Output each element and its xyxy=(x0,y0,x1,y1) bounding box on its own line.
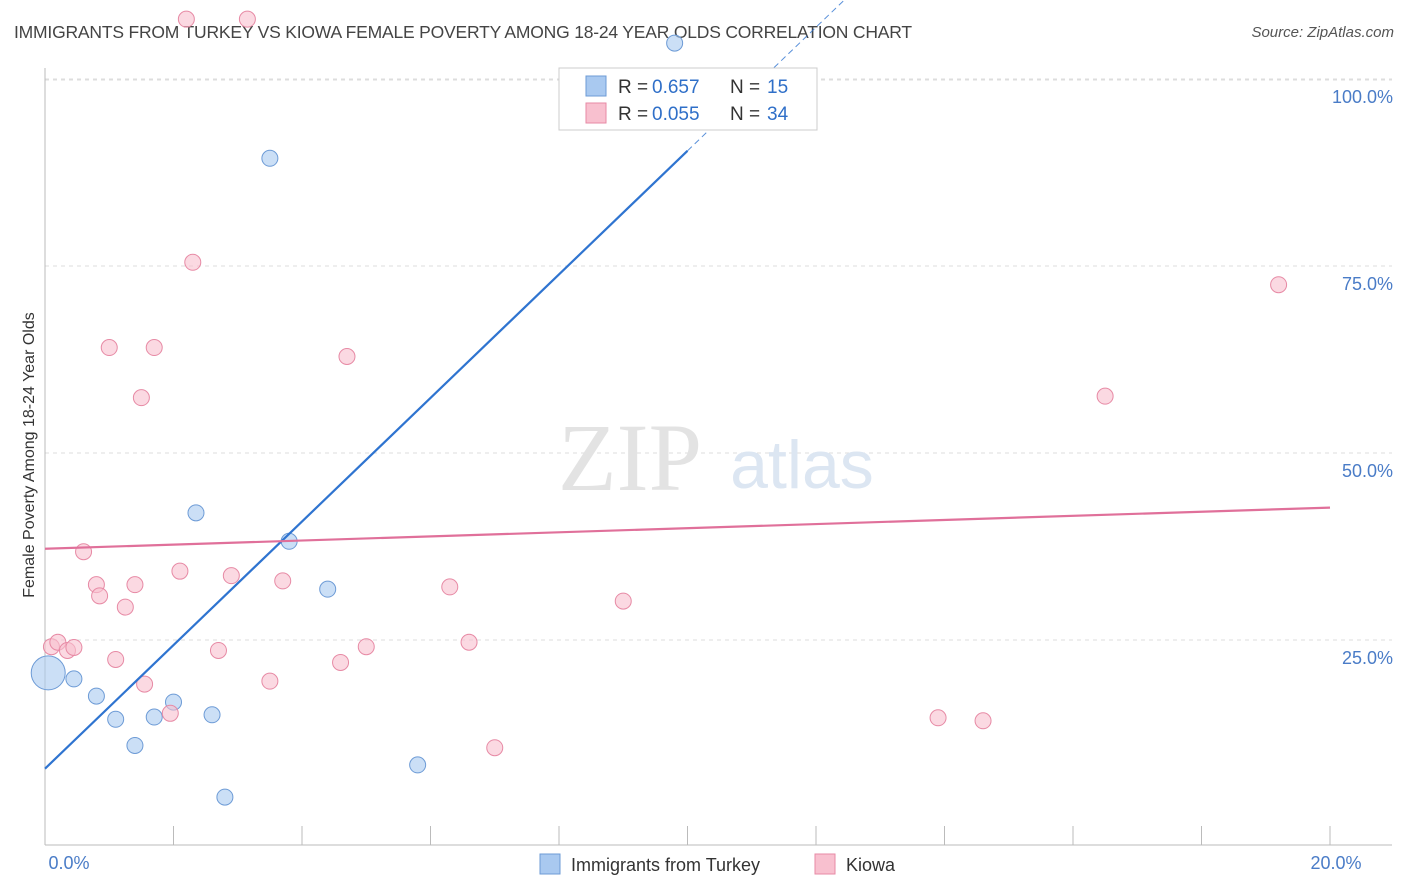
kiowa-point xyxy=(184,253,202,271)
turkey-point xyxy=(87,687,105,705)
kiowa-point xyxy=(136,675,154,693)
kiowa-point xyxy=(65,638,83,656)
x-tick-label: 0.0% xyxy=(48,853,89,873)
legend-n-label: N = xyxy=(730,77,760,98)
kiowa-point xyxy=(1096,387,1114,405)
kiowa-point xyxy=(75,543,93,561)
turkey-point xyxy=(203,706,221,724)
kiowa-point xyxy=(107,650,125,668)
watermark-atlas: atlas xyxy=(730,427,874,503)
kiowa-point xyxy=(116,598,134,616)
legend-series-label: Kiowa xyxy=(846,855,896,875)
data-points xyxy=(30,10,1288,806)
kiowa-point xyxy=(441,578,459,596)
kiowa-point xyxy=(209,641,227,659)
kiowa-point xyxy=(261,672,279,690)
legend-swatch xyxy=(814,853,836,875)
kiowa-point xyxy=(332,653,350,671)
legend-n-value: 15 xyxy=(767,77,788,98)
y-tick-label: 25.0% xyxy=(1342,648,1393,668)
legend-r-value: 0.055 xyxy=(652,104,700,125)
kiowa-point xyxy=(238,10,256,28)
y-tick-label: 75.0% xyxy=(1342,274,1393,294)
kiowa-point xyxy=(929,709,947,727)
gridlines xyxy=(45,78,1392,641)
kiowa-point xyxy=(145,339,163,357)
legend-swatch xyxy=(585,75,607,97)
kiowa-point xyxy=(132,389,150,407)
kiowa-point xyxy=(974,712,992,730)
kiowa-point xyxy=(614,592,632,610)
legend-n-value: 34 xyxy=(767,104,789,125)
y-axis-label: Female Poverty Among 18-24 Year Olds xyxy=(21,312,38,598)
kiowa-point xyxy=(338,348,356,366)
legend-series-label: Immigrants from Turkey xyxy=(571,855,760,875)
y-axis-label-group: Female Poverty Among 18-24 Year Olds xyxy=(21,312,38,598)
kiowa-point xyxy=(357,638,375,656)
turkey-trend-line xyxy=(44,150,689,770)
kiowa-point xyxy=(222,567,240,585)
turkey-point xyxy=(187,504,205,522)
kiowa-point xyxy=(100,339,118,357)
watermark: ZIP atlas xyxy=(558,404,874,511)
kiowa-point xyxy=(161,704,179,722)
legend-swatch xyxy=(585,102,607,124)
turkey-point xyxy=(107,710,125,728)
kiowa-point xyxy=(274,572,292,590)
kiowa-point xyxy=(1270,276,1288,294)
legend-r-value: 0.657 xyxy=(652,77,700,98)
turkey-point xyxy=(261,149,279,167)
watermark-zip: ZIP xyxy=(558,404,702,511)
y-tick-label: 100.0% xyxy=(1332,87,1393,107)
y-tick-label: 50.0% xyxy=(1342,461,1393,481)
x-tick-label: 20.0% xyxy=(1310,853,1361,873)
axes: 25.0% 50.0% 75.0% 100.0% 0.0% 20.0% xyxy=(44,68,1393,873)
turkey-point xyxy=(126,736,144,754)
kiowa-point xyxy=(486,739,504,757)
kiowa-point xyxy=(177,10,195,28)
source-label: Source: ZipAtlas.com xyxy=(1251,24,1394,41)
turkey-point xyxy=(216,788,234,806)
chart-title: IMMIGRANTS FROM TURKEY VS KIOWA FEMALE P… xyxy=(14,22,912,42)
kiowa-point xyxy=(460,633,478,651)
turkey-point xyxy=(145,708,163,726)
legend-r-label: R = xyxy=(618,77,648,98)
kiowa-point xyxy=(126,576,144,594)
series-legend: Immigrants from Turkey Kiowa xyxy=(539,853,896,875)
kiowa-trend-line xyxy=(44,506,1331,550)
legend-n-label: N = xyxy=(730,104,760,125)
turkey-point xyxy=(409,756,427,774)
legend-swatch xyxy=(539,853,561,875)
turkey-point xyxy=(30,655,66,691)
legend-r-label: R = xyxy=(618,104,648,125)
turkey-point xyxy=(666,34,684,52)
kiowa-point xyxy=(91,587,109,605)
kiowa-point xyxy=(171,562,189,580)
turkey-point xyxy=(65,670,83,688)
turkey-point xyxy=(319,580,337,598)
stats-legend: R = 0.657 N = 15 R = 0.055 N = 34 xyxy=(558,67,818,131)
